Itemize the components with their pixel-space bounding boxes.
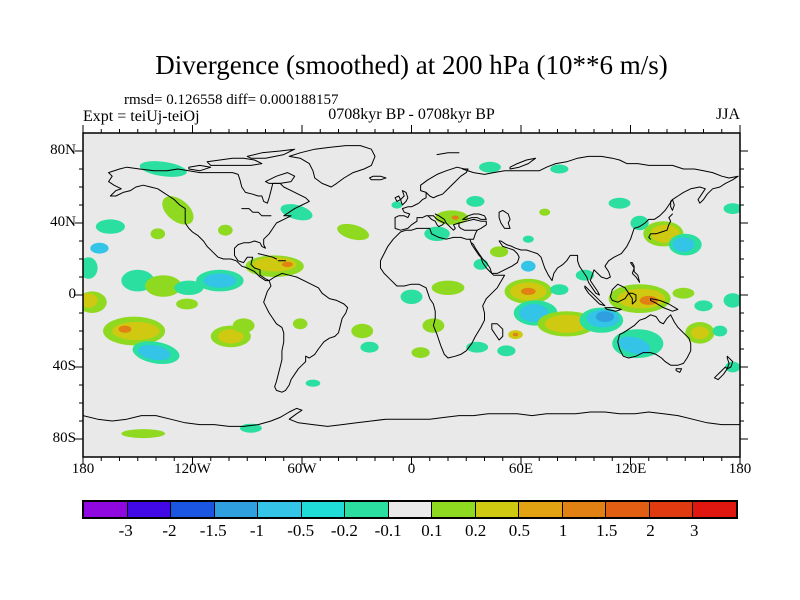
colorbar-segment [171, 502, 215, 517]
colorbar-level-label: -0.5 [287, 521, 315, 540]
anomaly-patch [232, 318, 255, 333]
anomaly-patch [121, 429, 166, 439]
anomaly-patch [292, 318, 308, 330]
anomaly-patch [595, 311, 615, 322]
anomaly-patch [90, 242, 109, 254]
stats-line: rmsd= 0.126558 diff= 0.000188157 [124, 92, 339, 108]
colorbar-level-label: -1 [249, 521, 265, 540]
anomaly-patch [95, 219, 125, 234]
anomaly-patch [351, 323, 374, 339]
x-axis-label: 0 [407, 461, 416, 477]
period-label: 0708kyr BP - 0708kyr BP [328, 106, 495, 123]
anomaly-patch [112, 322, 160, 340]
anomaly-patch [672, 287, 695, 299]
anomaly-patch [521, 260, 536, 272]
anomaly-patch [489, 246, 509, 258]
colorbar-segment [345, 502, 389, 517]
colorbar-level-label: -0.1 [374, 521, 402, 540]
colorbar-level-label: -3 [118, 521, 133, 540]
anomaly-patch [550, 164, 569, 174]
colorbar-level-label: -2 [162, 521, 177, 540]
colorbar-segment [84, 502, 128, 517]
y-axis-label: 0 [68, 286, 77, 302]
x-axis-label: 120E [614, 461, 647, 477]
anomaly-patch [608, 197, 631, 209]
colorbar-segment [693, 502, 736, 517]
anomaly-patch [690, 326, 709, 340]
anomaly-patch [176, 298, 198, 310]
anomaly-patch [118, 325, 132, 333]
y-axis-label: 80N [50, 142, 76, 158]
colorbar-segment [606, 502, 650, 517]
anomaly-patch [712, 325, 728, 337]
colorbar-segment [649, 502, 694, 517]
colorbar-segment [127, 502, 172, 517]
colorbar-segment [519, 502, 563, 517]
season-label: JJA [715, 106, 740, 123]
colorbar-level-label: 2 [646, 521, 655, 540]
colorbar-segment [562, 502, 607, 517]
anomaly-patch [521, 287, 536, 295]
x-axis-label: 120W [174, 461, 211, 477]
y-axis-label: 40N [50, 214, 76, 230]
anomaly-patch [497, 345, 516, 357]
x-axis-label: 180 [71, 461, 95, 477]
colorbar-segment [475, 502, 520, 517]
colorbar-level-label: -1.5 [199, 521, 227, 540]
colorbar-level-label: 0.2 [464, 521, 487, 540]
y-axis-label: 80S [52, 430, 76, 446]
colorbar-segment [301, 502, 346, 517]
x-axis-label: 60E [508, 461, 534, 477]
anomaly-patch [639, 295, 658, 305]
anomaly-patch [479, 161, 501, 173]
colorbar-level-label: -0.2 [330, 521, 358, 540]
y-axis-label: 40S [52, 358, 76, 374]
colorbar-segment [258, 502, 302, 517]
anomaly-patch [150, 228, 166, 240]
anomaly-patch [281, 261, 293, 268]
anomaly-patch [431, 280, 465, 295]
anomaly-patch [512, 332, 519, 337]
x-axis-label: 60W [287, 461, 317, 477]
anomaly-patch [411, 347, 430, 358]
anomaly-patch [360, 341, 379, 353]
anomaly-patch [218, 224, 233, 236]
colorbar-segment [214, 502, 259, 517]
anomaly-patch [400, 289, 423, 304]
x-axis-label: 180 [728, 461, 752, 477]
colorbar-level-label: 0.5 [508, 521, 530, 540]
colorbar-level-label: 1 [558, 521, 568, 540]
anomaly-patch [203, 273, 237, 288]
anomaly-patch [391, 201, 403, 209]
colorbar-segment [388, 502, 433, 517]
page-title: Divergence (smoothed) at 200 hPa (10**6 … [155, 50, 668, 80]
colorbar-level-label: 0.1 [421, 521, 443, 540]
world-map [83, 133, 740, 457]
anomaly-patch [305, 379, 321, 387]
anomaly-patch [522, 235, 534, 243]
anomaly-patch [466, 196, 485, 207]
anomaly-patch [694, 300, 713, 312]
anomaly-patch [539, 208, 551, 216]
colorbar-segment [432, 502, 476, 517]
colorbar-level-label: 3 [690, 521, 699, 540]
colorbar-level-label: 1.5 [596, 521, 618, 540]
colorbar [82, 500, 738, 519]
anomaly-patch [672, 237, 695, 252]
anomaly-patch [550, 284, 569, 295]
anomaly-patch [451, 215, 459, 220]
experiment-label: Expt = teiUj-teiOj [83, 108, 200, 125]
